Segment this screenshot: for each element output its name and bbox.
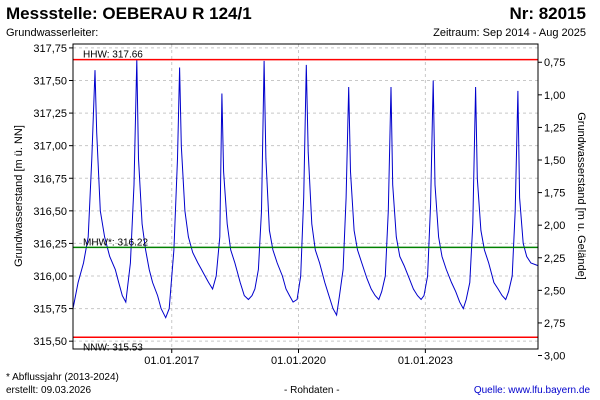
data-status: - Rohdaten - bbox=[284, 385, 340, 396]
y2-tick-label: 2,25 bbox=[544, 253, 565, 265]
y-tick-label: 316,25 bbox=[33, 238, 67, 250]
station-number: Nr: 82015 bbox=[509, 4, 586, 23]
reference-lines-layer: HHW: 317.66 MHW*: 316.22 NNW: 315.53 bbox=[73, 50, 538, 353]
mhw-label: MHW*: 316.22 bbox=[83, 237, 148, 248]
y2-axis-title: Grundwasserstand [m u. Gelände] bbox=[575, 112, 587, 280]
created-date: erstellt: 09.03.2026 bbox=[6, 385, 92, 396]
y-axis-title: Grundwasserstand [m ü. NN] bbox=[13, 125, 25, 267]
y-tick-label: 315,75 bbox=[33, 304, 67, 316]
y-tick-label: 316,00 bbox=[33, 271, 67, 283]
y-tick-label: 316,75 bbox=[33, 173, 67, 185]
y2-tick-label: 1,00 bbox=[544, 90, 565, 102]
aquifer-label: Grundwasserleiter: bbox=[6, 27, 99, 39]
grid-layer bbox=[73, 44, 538, 349]
series-layer bbox=[72, 59, 539, 319]
y2-tick-label: 0,75 bbox=[544, 57, 565, 69]
y2-tick-label: 3,00 bbox=[544, 351, 565, 363]
y2-tick-label: 2,50 bbox=[544, 285, 565, 297]
y-tick-label: 316,50 bbox=[33, 206, 67, 218]
y2-tick-label: 1,75 bbox=[544, 188, 565, 200]
groundwater-level-line bbox=[72, 59, 539, 319]
y-tick-label: 315,50 bbox=[33, 336, 67, 348]
y-tick-label: 317,50 bbox=[33, 75, 67, 87]
period-label: Zeitraum: Sep 2014 - Aug 2025 bbox=[433, 27, 586, 39]
x-tick-label: 01.01.2017 bbox=[144, 355, 199, 367]
x-tick-label: 01.01.2023 bbox=[398, 355, 453, 367]
plot-frame bbox=[72, 43, 539, 350]
y2-tick-label: 1,50 bbox=[544, 155, 565, 167]
station-title: Messstelle: OEBERAU R 124/1 bbox=[6, 4, 252, 23]
source-link[interactable]: Quelle: www.lfu.bayern.de bbox=[473, 385, 590, 396]
y2-tick-label: 1,25 bbox=[544, 122, 565, 134]
y-tick-label: 317,00 bbox=[33, 141, 67, 153]
axis-layer: 315,50 315,75 316,00 316,25 316,50 316,75 317,… bbox=[33, 43, 565, 367]
y2-tick-label: 2,00 bbox=[544, 220, 565, 232]
y2-tick-label: 2,75 bbox=[544, 318, 565, 330]
nnw-label: NNW: 315.53 bbox=[83, 342, 143, 353]
y-tick-label: 317,25 bbox=[33, 108, 67, 120]
y-tick-label: 317,75 bbox=[33, 43, 67, 55]
x-tick-label: 01.01.2020 bbox=[271, 355, 326, 367]
hhw-label: HHW: 317.66 bbox=[83, 50, 143, 61]
footnote: * Abflussjahr (2013-2024) bbox=[6, 372, 119, 383]
